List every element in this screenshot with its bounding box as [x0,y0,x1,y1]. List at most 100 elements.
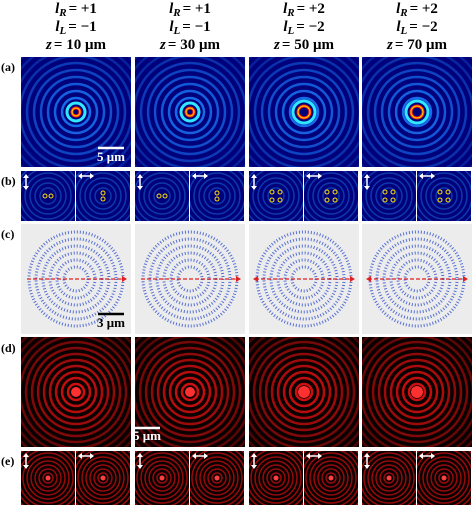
ring [294,382,314,402]
panel-image [362,171,416,221]
ring [394,89,440,135]
column-header: lL = −2 [283,19,324,36]
ring [395,370,439,414]
ring [89,464,117,492]
arrow-head [192,453,208,459]
ring [60,96,92,128]
ring [81,456,125,500]
ring [42,358,110,426]
symbol: z [159,37,166,53]
ring [207,468,227,488]
ring [288,96,320,128]
ring [371,346,463,438]
panel-image [249,224,359,334]
column-header: lL = −1 [55,19,96,36]
ring [252,172,300,220]
equation: = −1 [68,19,96,35]
ring [317,464,345,492]
ring [305,452,357,504]
ring [195,456,239,500]
ring [153,187,171,205]
ring [367,456,411,500]
ring [379,468,399,488]
ring [22,452,74,504]
ring [389,364,445,420]
equation: = −2 [409,19,437,35]
ring [383,472,395,484]
ring [162,364,218,420]
arrow-head [23,453,29,469]
ring [425,177,463,215]
arrow-head [364,453,370,469]
row-label: (d) [1,341,16,355]
ring [25,61,127,163]
ring [418,452,470,504]
ring [144,460,180,496]
panel-image [249,451,303,505]
arrow-head [78,173,94,179]
ring [422,456,466,500]
symbol: l [283,1,288,17]
ring [191,452,243,504]
ring [375,182,403,210]
ring [60,376,92,408]
ring [434,468,454,488]
panel-image [21,451,75,505]
panel-image [304,451,358,505]
ring [34,464,62,492]
polarization-ring [148,237,232,321]
ring [138,172,186,220]
ring [267,187,285,205]
spot [390,197,396,203]
equation: = −2 [296,19,324,35]
spot [156,193,162,199]
core [71,107,81,117]
panel-image [362,57,472,167]
ring [85,460,121,496]
spot [277,189,283,195]
arrow-head [251,174,257,190]
ring [430,464,458,492]
ring [150,352,230,432]
ring [371,460,407,496]
ring [94,187,112,205]
ring [93,468,113,488]
column-header: lL = −2 [396,19,437,36]
arrow-head [192,173,208,179]
ring [26,456,70,500]
arrow-head [306,453,322,459]
ring [29,177,67,215]
core [273,475,279,481]
ring [144,346,236,438]
symbol: l [396,1,401,17]
panel-image [362,451,416,505]
spot [48,193,54,199]
ring [404,99,430,125]
core [298,386,310,398]
panel-image [249,337,359,447]
core [100,475,106,481]
ring [174,96,206,128]
arrow-head [236,276,241,282]
ring [97,472,109,484]
spot [332,197,338,203]
ring [140,456,184,500]
ring [430,182,458,210]
ring [260,68,348,156]
arrow-head [419,453,435,459]
ring [84,177,122,215]
ring [401,96,433,128]
ring [258,460,294,496]
scale-bar-label: 5 μm [97,149,125,164]
ring [377,352,457,432]
row-label: (e) [1,454,14,468]
symbol: z [386,37,393,53]
column-header: lR = +2 [396,1,438,18]
ring [198,177,236,215]
background [249,57,359,167]
subscript: L [287,25,295,37]
spot [437,189,443,195]
ring [139,61,241,163]
ring [309,456,353,500]
polarization-ring [375,237,459,321]
